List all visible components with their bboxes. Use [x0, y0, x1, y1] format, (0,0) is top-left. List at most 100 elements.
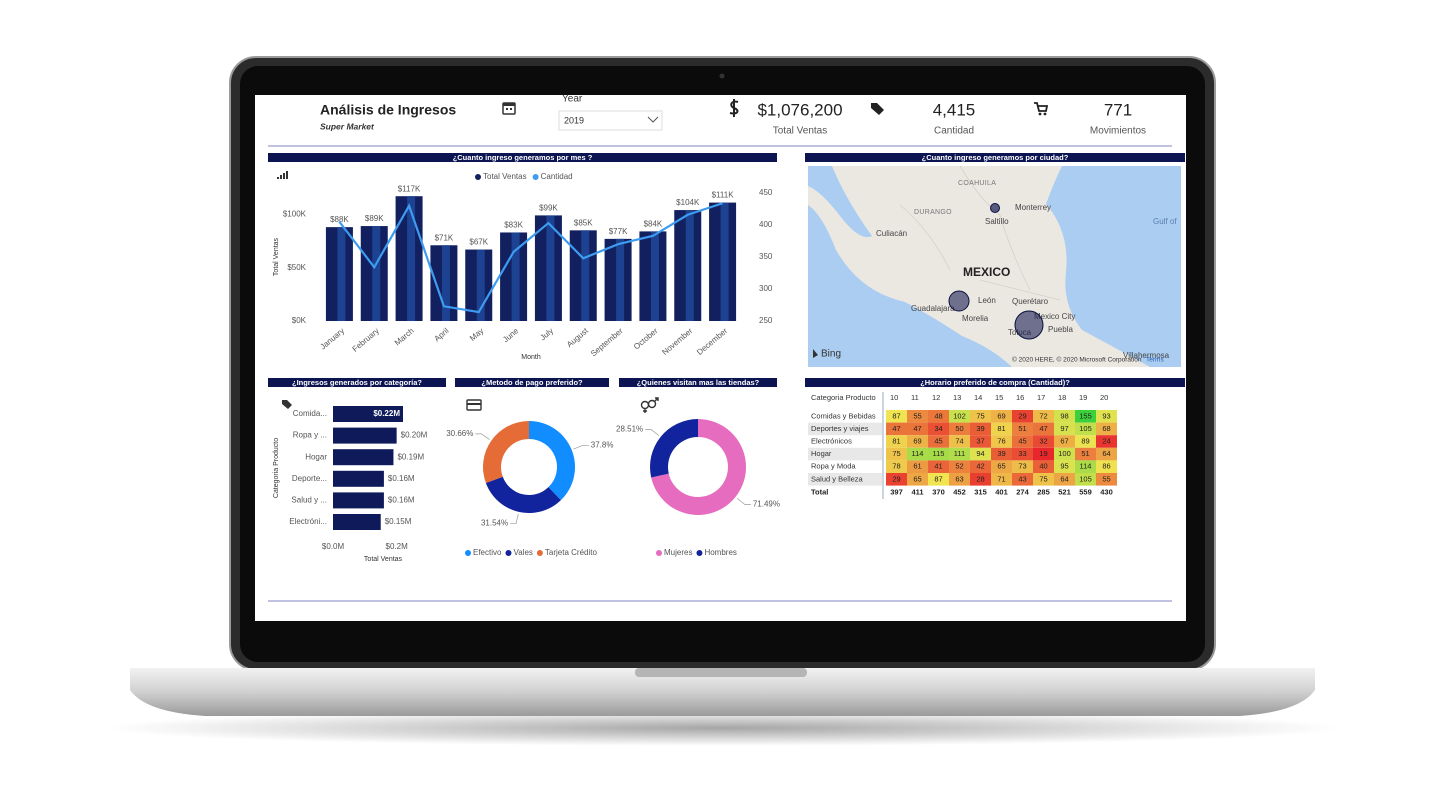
data-label: 71.49%: [753, 500, 780, 509]
heat-cell: [928, 410, 949, 423]
x-axis-title: Month: [521, 354, 541, 361]
map-bubble[interactable]: [948, 290, 970, 312]
cell-value: 52: [955, 462, 963, 471]
total-value: 452: [953, 488, 966, 497]
cell-value: 19: [1039, 449, 1047, 458]
cell-value: 43: [1018, 474, 1026, 483]
bar-highlight: [337, 227, 346, 321]
row-label: Ropa y Moda: [811, 462, 856, 471]
data-label: $85K: [574, 218, 593, 227]
cell-value: 87: [892, 411, 900, 420]
legend-label: Vales: [513, 548, 532, 557]
data-label: $0.22M: [373, 409, 400, 418]
heat-cell: [970, 473, 991, 486]
cart-icon: [1034, 102, 1049, 116]
data-label: $83K: [504, 221, 523, 230]
cell-value: 68: [1102, 424, 1110, 433]
card-icon: [466, 399, 482, 411]
heat-cell: [907, 473, 928, 486]
cell-value: 55: [913, 411, 921, 420]
bar: [333, 449, 394, 466]
cell-value: 75: [1039, 474, 1047, 483]
heat-cell: [907, 422, 928, 436]
column-header: 14: [974, 393, 982, 402]
data-label: $88K: [330, 215, 349, 224]
leader-line: [510, 513, 519, 524]
map-bubble[interactable]: [990, 203, 1000, 213]
map-bubble[interactable]: [1014, 310, 1044, 340]
y-tick-label: $50K: [287, 263, 306, 272]
cell-value: 64: [1060, 474, 1068, 483]
cell-value: 47: [1039, 424, 1047, 433]
y-tick-label: Ropa y ...: [293, 431, 327, 440]
heat-cell: [1075, 422, 1096, 436]
heat-cell: [1033, 473, 1054, 486]
column-header: 12: [932, 393, 940, 402]
bar: [333, 492, 384, 509]
slice: [482, 421, 529, 484]
section-title: ¿Cuanto ingreso generamos por mes ?: [453, 153, 593, 162]
data-label: 31.54%: [481, 519, 508, 528]
map-label: MEXICO: [963, 265, 1010, 279]
dropdown-arrow[interactable]: [647, 116, 659, 123]
y-tick-label: Electróni...: [289, 517, 327, 526]
map-water: [1046, 166, 1181, 367]
heat-cell: [1075, 435, 1096, 448]
cell-value: 67: [1060, 436, 1068, 445]
heat-cell: [949, 422, 970, 436]
section-title: ¿Horario preferido de compra (Cantidad)?: [920, 378, 1070, 387]
slicer-value[interactable]: 2019: [564, 115, 584, 125]
heat-cell: [1054, 435, 1075, 448]
map-terms[interactable]: Terms: [1146, 357, 1164, 364]
slicer-dropdown[interactable]: [558, 110, 663, 131]
data-label: $0.20M: [401, 431, 428, 440]
heat-cell: [1012, 435, 1033, 448]
heat-cell: [1012, 410, 1033, 423]
legend-marker: [505, 550, 512, 556]
bar: [333, 427, 397, 444]
heat-cell: [991, 447, 1012, 461]
heat-cell: [991, 435, 1012, 448]
heat-cell: [949, 447, 970, 461]
map-label: Guadalajara: [911, 304, 955, 313]
data-label: $111K: [712, 191, 735, 200]
map-water: [808, 205, 1012, 367]
cell-value: 65: [997, 462, 1005, 471]
legend-label: Total Ventas: [483, 172, 527, 181]
map[interactable]: COAHUILA Monterrey DURANGO Saltillo Culi…: [808, 166, 1181, 367]
heat-cell: [949, 473, 970, 486]
cell-value: 114: [1080, 462, 1092, 471]
legend-label: Cantidad: [541, 172, 573, 181]
heat-cell: [1096, 460, 1117, 473]
row-label: Salud y Belleza: [811, 474, 864, 483]
map-label: Monterrey: [1015, 203, 1051, 212]
section-title-bar: [455, 378, 609, 387]
heat-cell: [928, 435, 949, 448]
data-label: $104K: [676, 198, 700, 207]
y-tick-label: Hogar: [305, 452, 327, 461]
row-band: [808, 473, 882, 486]
map-label: COAHUILA: [958, 180, 996, 187]
x-tick-label: $0.0M: [322, 542, 345, 551]
data-label: $67K: [469, 238, 488, 247]
total-value: 411: [911, 488, 923, 497]
section-title: ¿Quienes visitan mas las tiendas?: [637, 378, 760, 387]
cell-value: 32: [1039, 436, 1047, 445]
leader-line: [645, 429, 660, 437]
heat-cell: [991, 473, 1012, 486]
cell-value: 61: [913, 462, 921, 471]
y-tick-label: $100K: [283, 209, 307, 218]
column-header: Categoria Producto: [811, 393, 876, 402]
heat-cell: [928, 422, 949, 436]
heat-cell: [886, 473, 907, 486]
heat-cell: [1075, 460, 1096, 473]
cell-value: 93: [1102, 411, 1110, 420]
map-label: León: [978, 296, 996, 305]
heat-cell: [1075, 447, 1096, 461]
map-water: [808, 166, 872, 238]
camera: [719, 73, 725, 79]
cell-value: 24: [1102, 436, 1110, 445]
map-attribution: © 2020 HERE, © 2020 Microsoft Corporatio…: [1012, 356, 1142, 364]
map-label: Culiacán: [876, 229, 907, 238]
